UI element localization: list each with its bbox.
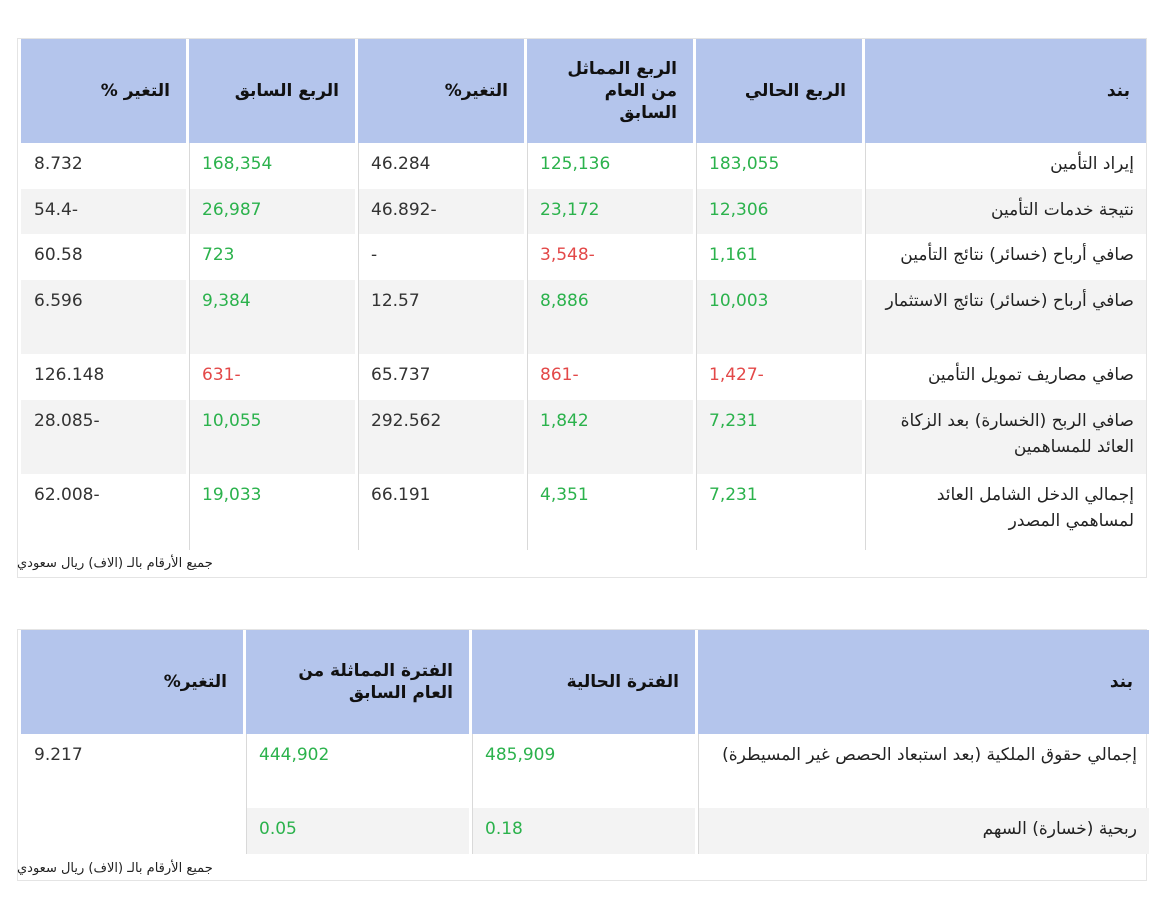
cell-change-yoy: 46.284 xyxy=(358,143,524,189)
cell-current: 1,161 xyxy=(696,234,862,280)
cell-current: 0.18 xyxy=(472,808,695,854)
cell-same-prev-year: 8,886 xyxy=(527,280,693,354)
cell-current: 485,909 xyxy=(472,734,695,808)
row-label: صافي أرباح (خسائر) نتائج الاستثمار xyxy=(865,280,1146,354)
cell-current: 7,231 xyxy=(696,474,862,550)
table-row: إجمالي حقوق الملكية (بعد استبعاد الحصص غ… xyxy=(21,734,1149,808)
cell-prev-quarter: 631- xyxy=(189,354,355,400)
cell-change-qoq: 8.732 xyxy=(34,154,83,174)
header-same-quarter-prev-year: الربع المماثل من العام السابق xyxy=(527,39,693,143)
table-row: إجمالي الدخل الشامل العائد لمساهمي المصد… xyxy=(21,474,1146,550)
row-label: إجمالي حقوق الملكية (بعد استبعاد الحصص غ… xyxy=(698,734,1149,808)
table-row: صافي الربح (الخسارة) بعد الزكاة العائد ل… xyxy=(21,400,1146,474)
cell-change-qoq: 6.596 xyxy=(21,280,186,354)
row-label: ربحية (خسارة) السهم xyxy=(698,808,1149,854)
table-row: صافي أرباح (خسائر) نتائج التأمين 1,161 3… xyxy=(21,234,1146,280)
row-label: صافي الربح (الخسارة) بعد الزكاة العائد ل… xyxy=(865,400,1146,474)
cell-change-qoq: 60.58 xyxy=(34,245,83,265)
row-label: إجمالي الدخل الشامل العائد لمساهمي المصد… xyxy=(865,474,1146,550)
cell-prev-quarter: 26,987 xyxy=(189,189,355,234)
header-same-period-prev-year: الفترة المماثلة من العام السابق xyxy=(246,630,469,734)
cell-change-qoq: 126.148 xyxy=(34,365,105,385)
cell-current: 7,231 xyxy=(696,400,862,474)
header-item: بند xyxy=(698,630,1149,734)
cell-change-yoy: 66.191 xyxy=(358,474,524,550)
currency-note: جميع الأرقام بالـ (الاف) ريال سعودي xyxy=(17,861,213,876)
cell-same-prev-year: 23,172 xyxy=(527,189,693,234)
cell-change xyxy=(21,808,243,854)
cell-same-prev-year: 3,548- xyxy=(527,234,693,280)
table-row: إيراد التأمين 183,055 125,136 46.284 168… xyxy=(21,143,1146,189)
cell-change-yoy: - xyxy=(358,234,524,280)
row-label: إيراد التأمين xyxy=(865,143,1146,189)
table-row: صافي أرباح (خسائر) نتائج الاستثمار 10,00… xyxy=(21,280,1146,354)
header-item: بند xyxy=(865,39,1146,143)
header-change: التغير% xyxy=(21,630,243,734)
row-label: صافي أرباح (خسائر) نتائج التأمين xyxy=(865,234,1146,280)
header-current-quarter: الربع الحالي xyxy=(696,39,862,143)
cell-same-prev-year: 861- xyxy=(527,354,693,400)
currency-note: جميع الأرقام بالـ (الاف) ريال سعودي xyxy=(17,556,213,571)
cell-same-prev-year: 125,136 xyxy=(527,143,693,189)
row-label: صافي مصاريف تمويل التأمين xyxy=(865,354,1146,400)
cell-change-yoy: 12.57 xyxy=(358,280,524,354)
cell-change-yoy: 65.737 xyxy=(358,354,524,400)
cell-prev-quarter: 10,055 xyxy=(189,400,355,474)
quarterly-results-table: بند الربع الحالي الربع المماثل من العام … xyxy=(18,39,1149,550)
cell-prev-quarter: 19,033 xyxy=(189,474,355,550)
cell-change-yoy: 46.892- xyxy=(358,189,524,234)
header-current-period: الفترة الحالية xyxy=(472,630,695,734)
quarterly-results-table-container: بند الربع الحالي الربع المماثل من العام … xyxy=(17,38,1147,578)
cell-same-prev-year: 4,351 xyxy=(527,474,693,550)
header-change-yoy: التغير% xyxy=(358,39,524,143)
header-change-qoq: التغير % xyxy=(21,39,186,143)
cell-same-prev-year: 444,902 xyxy=(246,734,469,808)
period-results-table-container: بند الفترة الحالية الفترة المماثلة من ال… xyxy=(17,629,1149,881)
cell-change-qoq: 28.085- xyxy=(21,400,186,474)
table-row: ربحية (خسارة) السهم 0.18 0.05 xyxy=(21,808,1149,854)
cell-same-prev-year: 0.05 xyxy=(246,808,469,854)
table-row: صافي مصاريف تمويل التأمين 1,427- 861- 65… xyxy=(21,354,1146,400)
period-results-table: بند الفترة الحالية الفترة المماثلة من ال… xyxy=(18,630,1152,854)
cell-same-prev-year: 1,842 xyxy=(527,400,693,474)
cell-current: 1,427- xyxy=(696,354,862,400)
cell-current: 183,055 xyxy=(696,143,862,189)
cell-current: 10,003 xyxy=(696,280,862,354)
cell-prev-quarter: 723 xyxy=(189,234,355,280)
row-label: نتيجة خدمات التأمين xyxy=(865,189,1146,234)
cell-change-qoq: 54.4- xyxy=(21,189,186,234)
cell-prev-quarter: 168,354 xyxy=(189,143,355,189)
cell-change: 9.217 xyxy=(34,745,83,765)
cell-prev-quarter: 9,384 xyxy=(189,280,355,354)
table-row: نتيجة خدمات التأمين 12,306 23,172 46.892… xyxy=(21,189,1146,234)
cell-change-yoy: 292.562 xyxy=(358,400,524,474)
cell-change-qoq: 62.008- xyxy=(34,485,100,505)
cell-current: 12,306 xyxy=(696,189,862,234)
header-previous-quarter: الربع السابق xyxy=(189,39,355,143)
